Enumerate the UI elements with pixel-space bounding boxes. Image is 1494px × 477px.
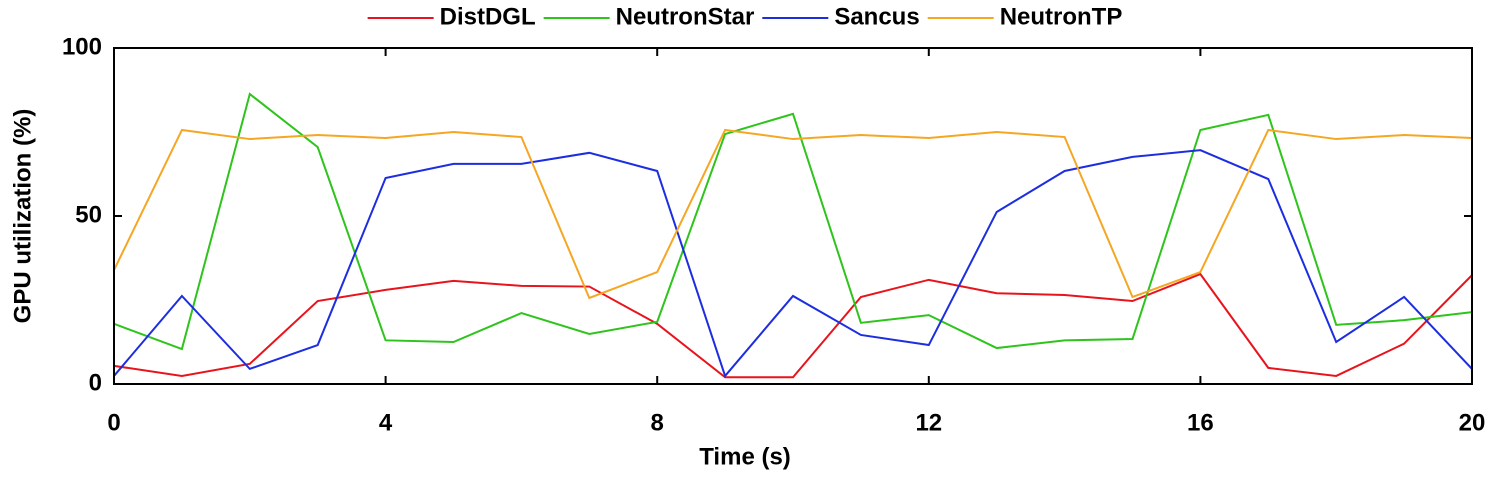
series-line [113,272,1473,379]
x-tick-label: 16 [1187,409,1214,436]
x-axis-label: Time (s) [699,443,791,470]
y-tick-label: 0 [89,369,102,396]
y-tick-label: 50 [75,201,102,228]
series-line [113,128,1473,300]
y-tick-label: 100 [62,33,102,60]
legend-label: NeutronTP [1000,3,1123,30]
x-tick-label: 4 [379,409,393,436]
y-axis-label: GPU utilization (%) [9,109,36,324]
plot-frame [113,47,1473,385]
legend-label: NeutronStar [616,3,755,30]
x-tick-label: 8 [651,409,664,436]
x-tick-label: 20 [1459,409,1486,436]
x-tick-label: 12 [915,409,942,436]
legend-label: DistDGL [440,3,536,30]
series-line [113,92,1473,351]
series-line [113,149,1473,378]
x-tick-label: 0 [107,409,120,436]
legend-label: Sancus [834,3,919,30]
